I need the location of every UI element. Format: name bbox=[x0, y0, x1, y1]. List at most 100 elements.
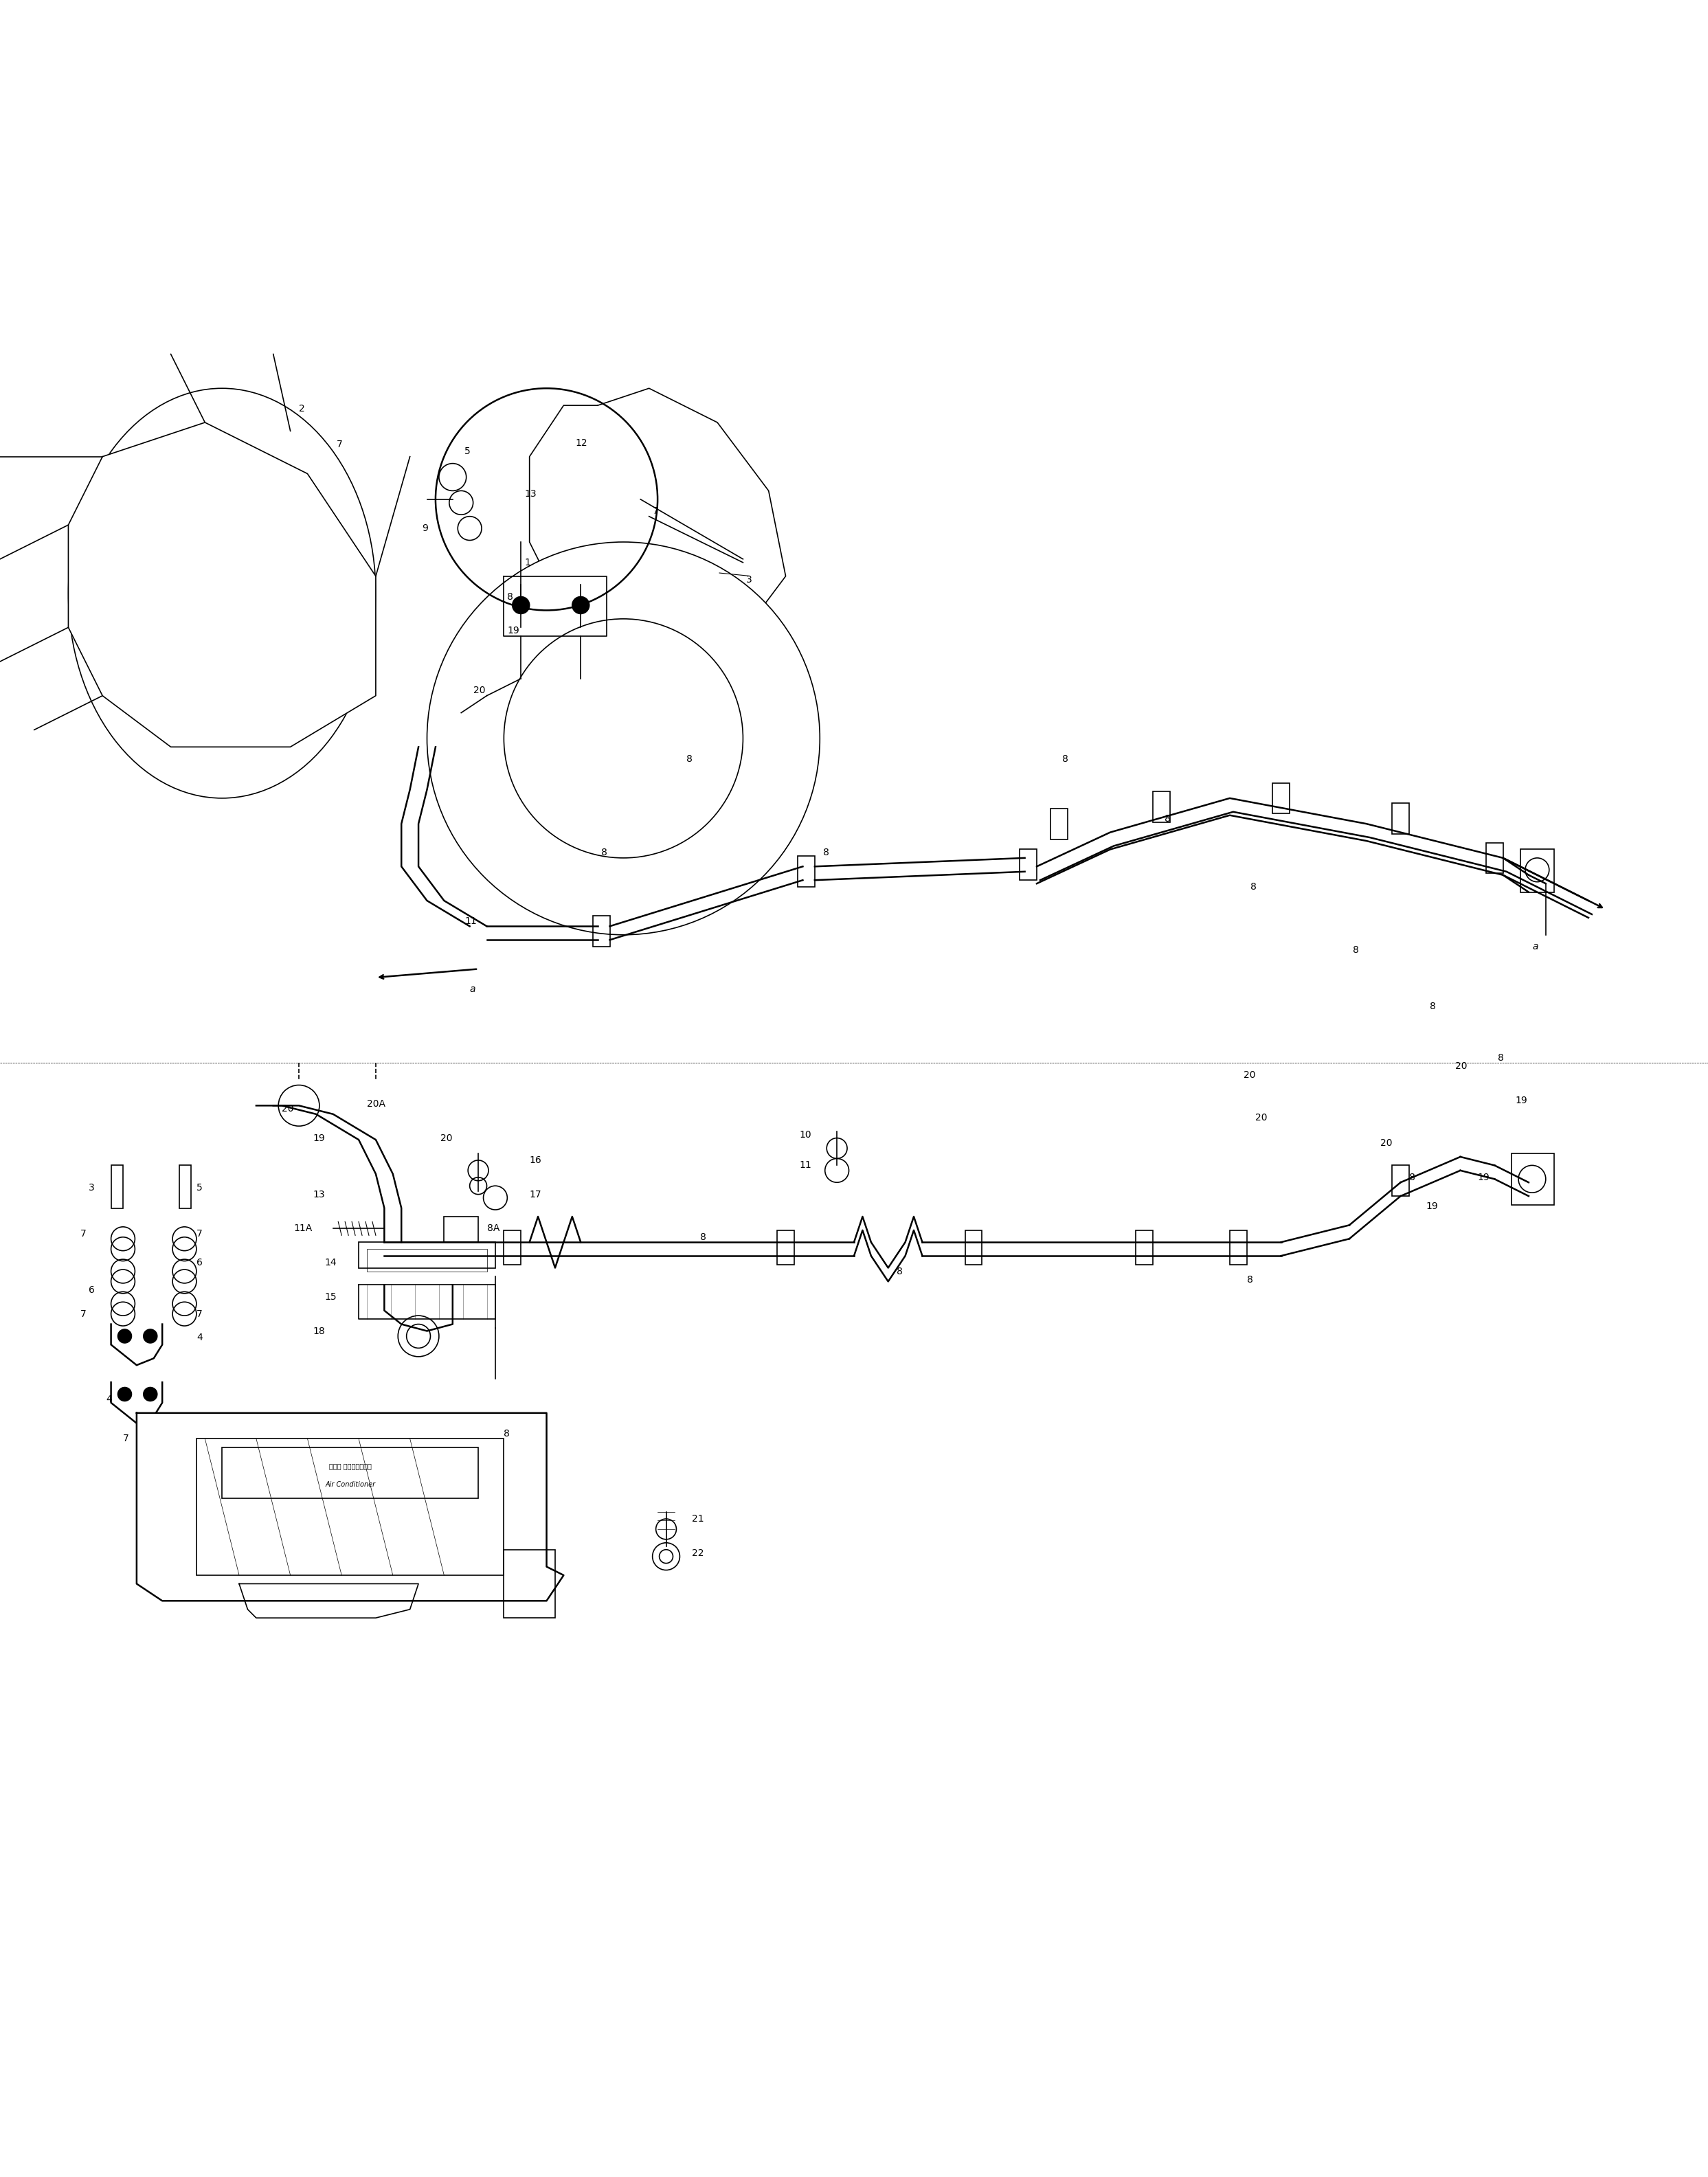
Text: 20: 20 bbox=[441, 1134, 453, 1143]
Text: 18: 18 bbox=[313, 1326, 325, 1337]
Text: 20: 20 bbox=[1380, 1139, 1392, 1147]
Text: 8: 8 bbox=[687, 753, 693, 764]
Text: 6: 6 bbox=[89, 1284, 96, 1295]
Bar bbox=[196, 1439, 504, 1576]
Bar bbox=[504, 1550, 555, 1618]
Text: 13: 13 bbox=[313, 1189, 325, 1200]
Circle shape bbox=[512, 596, 529, 614]
Bar bbox=[179, 1165, 191, 1208]
Text: 8A: 8A bbox=[487, 1223, 499, 1234]
Polygon shape bbox=[68, 422, 376, 747]
Text: 20A: 20A bbox=[367, 1099, 386, 1108]
Text: 20: 20 bbox=[1455, 1062, 1467, 1071]
Circle shape bbox=[143, 1387, 157, 1402]
Bar bbox=[1520, 849, 1554, 893]
Circle shape bbox=[572, 596, 589, 614]
Text: 20: 20 bbox=[1255, 1112, 1267, 1123]
Text: 1: 1 bbox=[524, 557, 531, 568]
Text: 17: 17 bbox=[529, 1189, 541, 1200]
Text: 3: 3 bbox=[89, 1182, 96, 1193]
Text: 8: 8 bbox=[897, 1267, 904, 1276]
Bar bbox=[593, 917, 610, 947]
Bar bbox=[444, 1217, 478, 1243]
Text: 8: 8 bbox=[1250, 882, 1257, 893]
Text: a: a bbox=[1532, 943, 1537, 951]
Text: 13: 13 bbox=[524, 490, 536, 499]
Text: 19: 19 bbox=[313, 1134, 325, 1143]
Text: 7: 7 bbox=[652, 507, 659, 516]
Bar bbox=[1512, 1154, 1554, 1204]
Text: 10: 10 bbox=[799, 1130, 811, 1139]
Polygon shape bbox=[137, 1413, 564, 1600]
Text: 5: 5 bbox=[465, 446, 471, 457]
Text: a: a bbox=[470, 984, 475, 995]
Bar bbox=[1392, 1165, 1409, 1195]
Text: 16: 16 bbox=[529, 1156, 541, 1165]
Text: 4: 4 bbox=[196, 1332, 203, 1343]
Bar bbox=[1230, 1230, 1247, 1265]
Text: エアー コンディショナ: エアー コンディショナ bbox=[330, 1463, 371, 1469]
Bar bbox=[1272, 784, 1290, 814]
Text: 6: 6 bbox=[196, 1258, 203, 1267]
Text: 8: 8 bbox=[1353, 945, 1360, 956]
Text: 7: 7 bbox=[196, 1228, 203, 1239]
Ellipse shape bbox=[427, 542, 820, 934]
Text: 7: 7 bbox=[80, 1228, 87, 1239]
Text: 7: 7 bbox=[123, 1435, 130, 1443]
Text: 11: 11 bbox=[465, 917, 477, 925]
Bar bbox=[1050, 808, 1068, 838]
Text: 20: 20 bbox=[473, 686, 485, 694]
Bar bbox=[359, 1243, 495, 1267]
Text: 8: 8 bbox=[507, 592, 514, 601]
Circle shape bbox=[118, 1330, 132, 1343]
Bar bbox=[777, 1230, 794, 1265]
Polygon shape bbox=[359, 1284, 495, 1319]
Text: 4: 4 bbox=[106, 1395, 113, 1404]
Text: 7: 7 bbox=[80, 1308, 87, 1319]
Text: 8: 8 bbox=[601, 849, 608, 858]
Bar bbox=[798, 856, 815, 886]
Text: 8: 8 bbox=[700, 1232, 707, 1241]
Text: 19: 19 bbox=[507, 627, 519, 636]
Text: 8: 8 bbox=[1165, 814, 1172, 823]
Text: 19: 19 bbox=[1426, 1202, 1438, 1210]
Text: 8: 8 bbox=[1430, 1001, 1436, 1012]
Polygon shape bbox=[529, 388, 786, 662]
Bar bbox=[1136, 1230, 1153, 1265]
Text: 8: 8 bbox=[1247, 1276, 1254, 1284]
Text: 7: 7 bbox=[336, 440, 343, 448]
Bar bbox=[504, 1230, 521, 1265]
Bar bbox=[1486, 842, 1503, 873]
Text: 19: 19 bbox=[1515, 1095, 1527, 1106]
Text: 3: 3 bbox=[746, 575, 753, 583]
Bar bbox=[1392, 803, 1409, 834]
Bar bbox=[367, 1250, 487, 1271]
Text: 11: 11 bbox=[799, 1160, 811, 1171]
Text: 8: 8 bbox=[1062, 753, 1069, 764]
Text: 21: 21 bbox=[692, 1513, 704, 1524]
Text: 19: 19 bbox=[1477, 1173, 1489, 1182]
Text: 8: 8 bbox=[1409, 1173, 1416, 1182]
Text: 2: 2 bbox=[299, 405, 306, 414]
Text: 22: 22 bbox=[692, 1548, 704, 1559]
Text: 8: 8 bbox=[504, 1428, 511, 1439]
Text: 11A: 11A bbox=[294, 1223, 313, 1234]
Text: 9: 9 bbox=[422, 522, 429, 533]
Bar bbox=[965, 1230, 982, 1265]
Bar bbox=[1020, 849, 1037, 880]
Text: 20: 20 bbox=[282, 1104, 294, 1115]
Text: 8: 8 bbox=[1498, 1054, 1505, 1062]
Circle shape bbox=[143, 1330, 157, 1343]
Bar bbox=[222, 1448, 478, 1498]
Text: 12: 12 bbox=[576, 438, 588, 448]
Text: 7: 7 bbox=[196, 1308, 203, 1319]
Text: 20: 20 bbox=[1243, 1071, 1255, 1080]
Text: 15: 15 bbox=[325, 1291, 336, 1302]
Bar bbox=[1153, 792, 1170, 823]
Text: 8: 8 bbox=[823, 849, 830, 858]
Text: 5: 5 bbox=[196, 1182, 203, 1193]
Text: 14: 14 bbox=[325, 1258, 336, 1267]
Circle shape bbox=[118, 1387, 132, 1402]
Bar bbox=[111, 1165, 123, 1208]
Text: Air Conditioner: Air Conditioner bbox=[325, 1480, 376, 1489]
